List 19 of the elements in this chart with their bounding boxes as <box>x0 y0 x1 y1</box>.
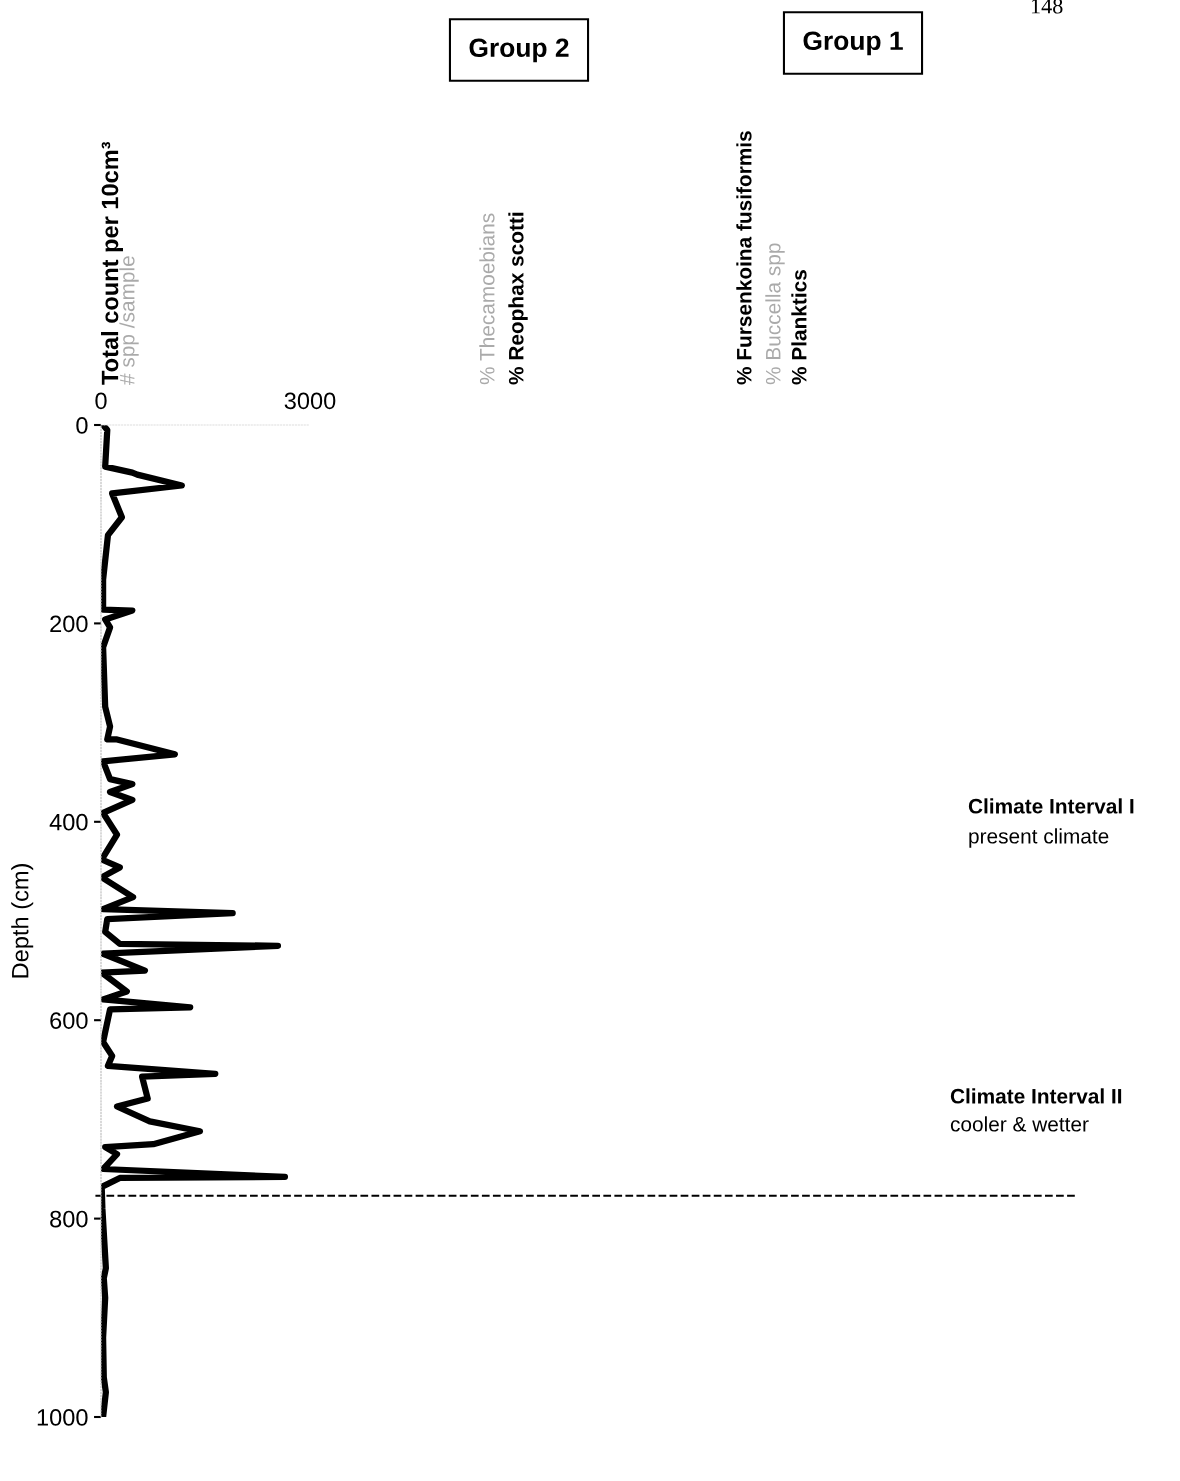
text: Climate Interval II <box>950 1088 1122 1104</box>
y-tick-label: 600 <box>50 1012 88 1029</box>
text: % Planktics <box>791 270 807 385</box>
y-axis-title: Depth (cm) <box>11 864 34 978</box>
y-tick-label: 0 <box>76 417 88 434</box>
y-tick-label: 800 <box>50 1210 88 1228</box>
text: Climate Interval I <box>968 798 1134 814</box>
text: % Reophax scotti <box>508 212 528 385</box>
y-tick-label: 200 <box>50 615 88 633</box>
y-tick-label: 400 <box>49 813 88 831</box>
text: present climate <box>969 828 1109 848</box>
text: % Thecamoebians <box>479 213 495 385</box>
text: cooler & wetter <box>950 1116 1089 1132</box>
x-tick-label: 3000 <box>284 392 336 410</box>
text: Group 2 <box>469 38 569 63</box>
y-tick-label: 1000 <box>37 1409 88 1426</box>
text: Group 1 <box>803 31 903 56</box>
text: % Buccella spp <box>765 243 785 385</box>
text: % Fursenkoina fusiformis <box>736 131 752 385</box>
